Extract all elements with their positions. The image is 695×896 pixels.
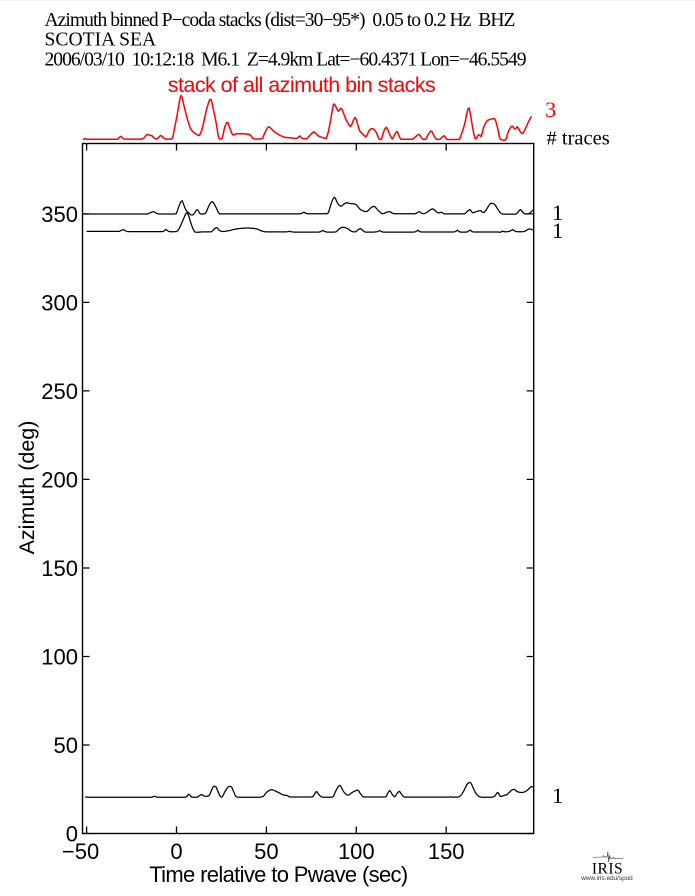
svg-text:Time relative to Pwave (sec): Time relative to Pwave (sec) xyxy=(149,862,408,887)
svg-text:−50: −50 xyxy=(62,839,99,864)
svg-text:0: 0 xyxy=(170,839,182,864)
svg-text:IRIS: IRIS xyxy=(592,861,623,878)
svg-text:Azimuth (deg): Azimuth (deg) xyxy=(15,421,39,555)
svg-text:50: 50 xyxy=(54,733,78,758)
svg-text:stack of all azimuth bin stack: stack of all azimuth bin stacks xyxy=(168,73,436,97)
svg-text:100: 100 xyxy=(41,645,78,670)
svg-text:200: 200 xyxy=(41,468,78,493)
svg-text:0: 0 xyxy=(66,822,78,847)
svg-text:www.iris.edu/spud: www.iris.edu/spud xyxy=(580,875,633,882)
svg-text:300: 300 xyxy=(41,291,78,316)
svg-text:Azimuth binned P−coda stacks (: Azimuth binned P−coda stacks (dist=30−95… xyxy=(45,10,516,31)
svg-text:1: 1 xyxy=(552,200,563,225)
svg-text:1: 1 xyxy=(552,783,563,808)
svg-text:150: 150 xyxy=(41,556,78,581)
svg-text:250: 250 xyxy=(41,379,78,404)
svg-text:1: 1 xyxy=(552,218,563,243)
svg-text:SCOTIA SEA: SCOTIA SEA xyxy=(45,30,157,51)
svg-text:2006/03/10 10:12:18 M6.1 Z=: 2006/03/10 10:12:18 M6.1 Z=4.9km Lat=−60… xyxy=(45,49,527,70)
svg-text:350: 350 xyxy=(41,202,78,227)
svg-text:# traces: # traces xyxy=(547,128,610,150)
svg-text:50: 50 xyxy=(254,839,278,864)
svg-text:150: 150 xyxy=(428,839,465,864)
svg-text:3: 3 xyxy=(545,97,556,122)
svg-text:100: 100 xyxy=(338,839,375,864)
